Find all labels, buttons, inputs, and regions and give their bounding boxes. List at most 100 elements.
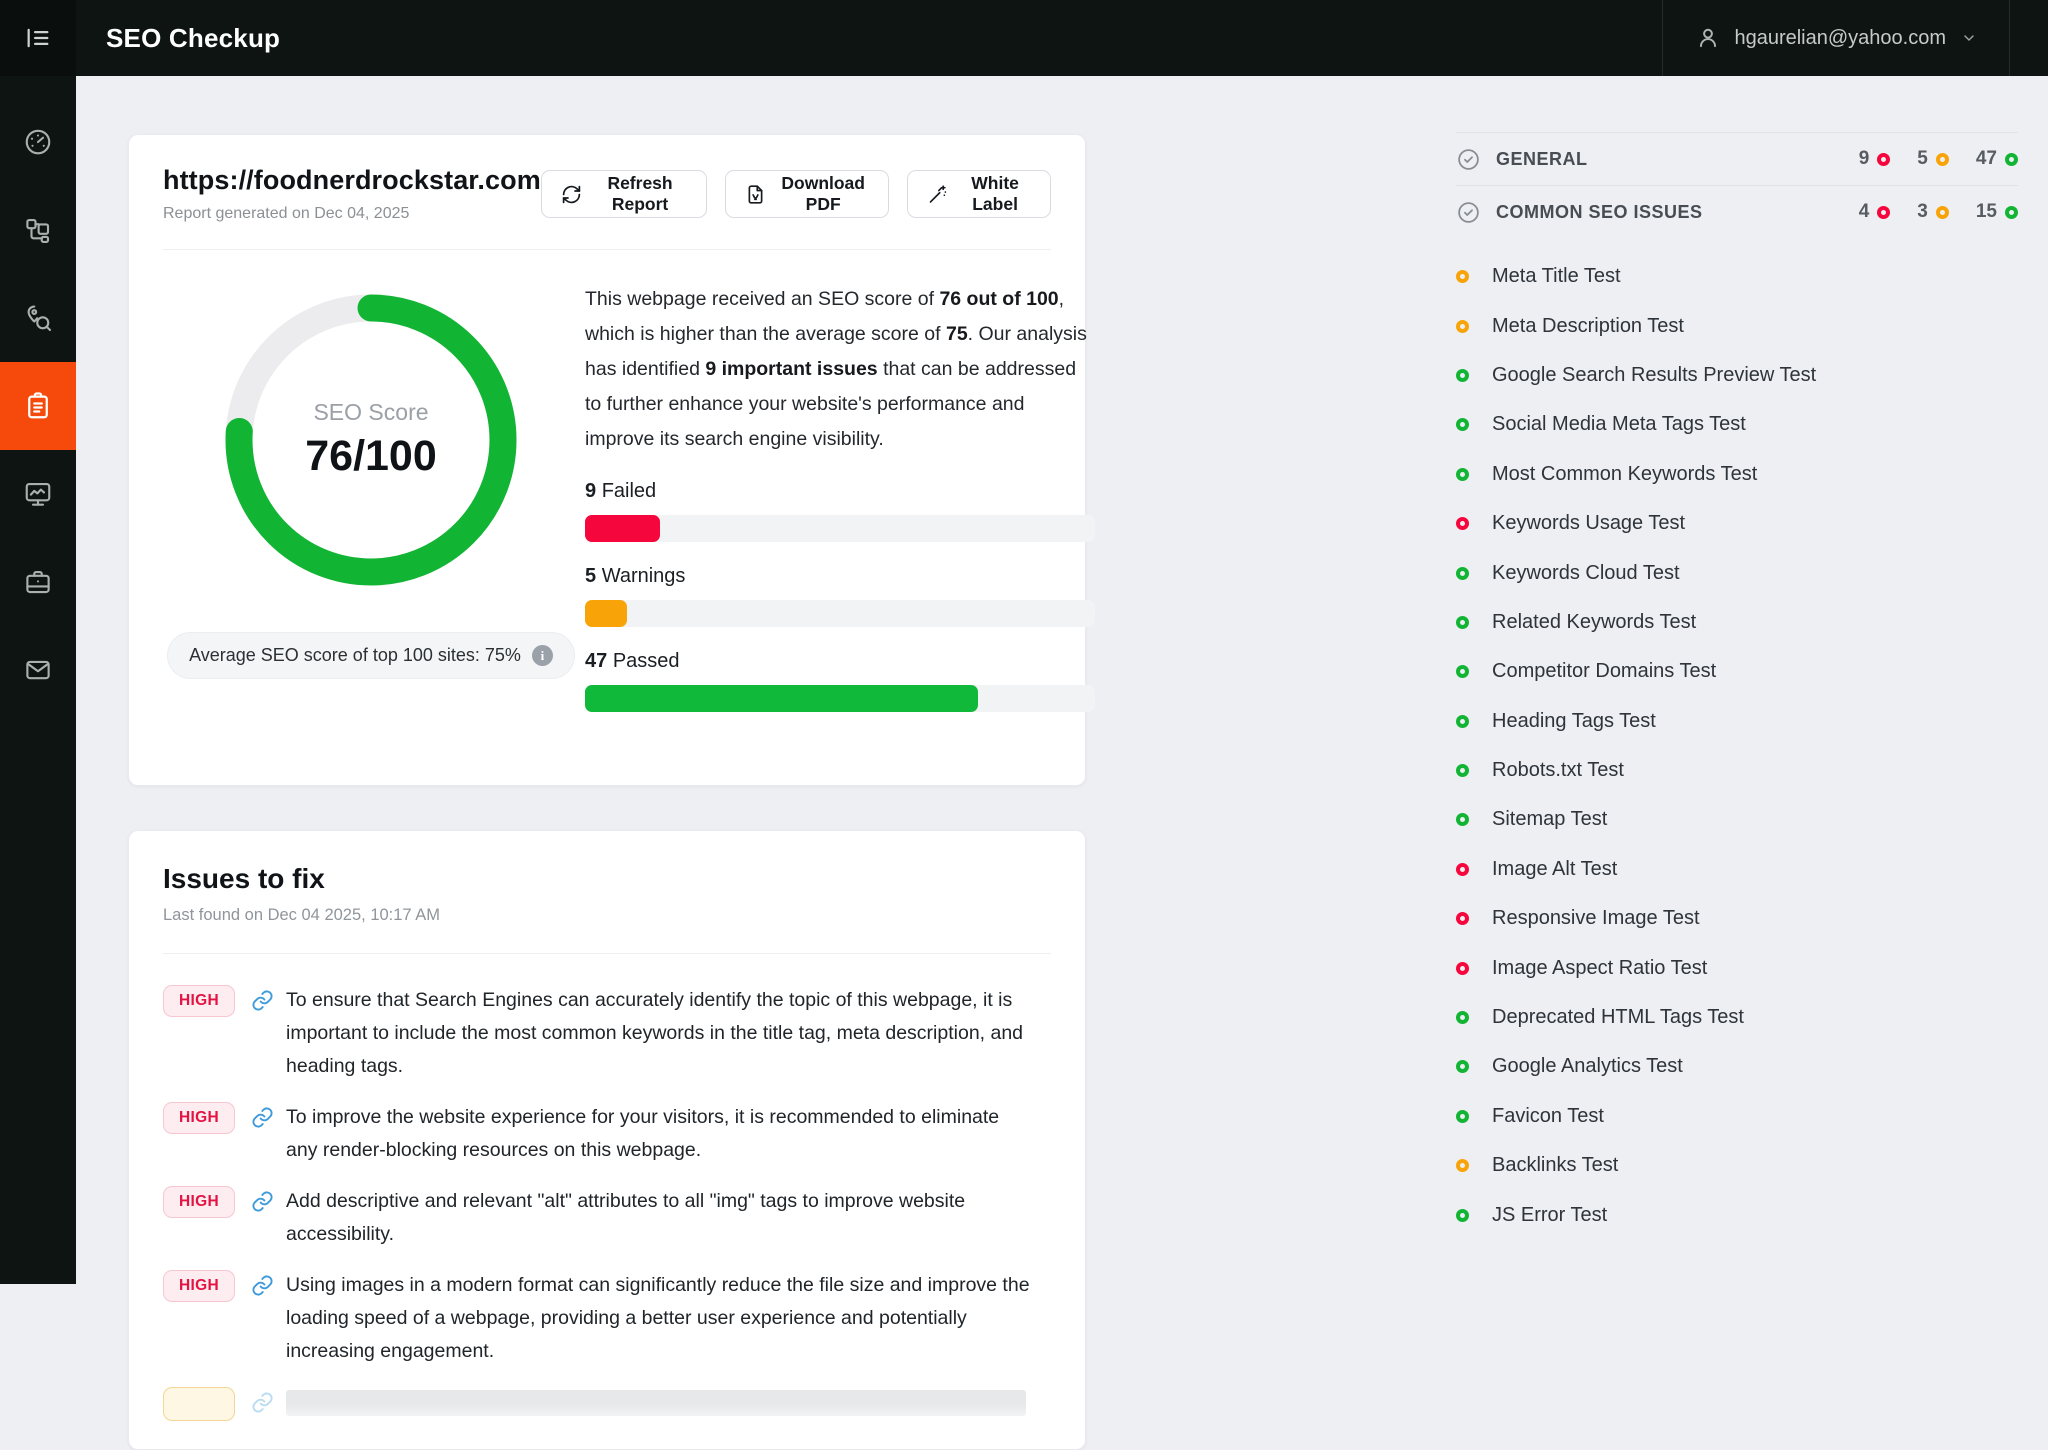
section-common-seo-issues[interactable]: COMMON SEO ISSUES 4 3 15 <box>1456 186 2018 238</box>
user-menu[interactable]: hgaurelian@yahoo.com <box>1662 0 2010 76</box>
issues-card: Issues to fix Last found on Dec 04 2025,… <box>128 830 1086 1450</box>
sites-blocks-icon <box>23 215 53 245</box>
test-item[interactable]: Sitemap Test <box>1456 795 2018 844</box>
link-icon <box>251 1391 274 1414</box>
status-ring-icon <box>1456 467 1469 481</box>
severity-badge: HIGH <box>163 1186 235 1218</box>
status-ring-icon <box>1456 714 1469 728</box>
score-card-header: https://foodnerdrockstar.com Report gene… <box>163 135 1051 250</box>
local-search-icon <box>23 303 53 333</box>
test-item[interactable]: Deprecated HTML Tags Test <box>1456 993 2018 1042</box>
issue-row-partial <box>163 1386 1051 1421</box>
report-clipboard-icon <box>23 391 53 421</box>
failed-count: 9 <box>1859 148 1891 170</box>
test-item[interactable]: Google Analytics Test <box>1456 1042 2018 1091</box>
seo-score-value: 76/100 <box>305 432 437 480</box>
status-ring-icon <box>1456 813 1469 827</box>
warning-ring-icon <box>1935 152 1949 166</box>
issues-card-header: Issues to fix Last found on Dec 04 2025,… <box>163 831 1051 954</box>
sidebar-item-mail[interactable] <box>0 626 76 714</box>
briefcase-icon <box>23 567 53 597</box>
issue-row: HIGH Add descriptive and relevant "alt" … <box>163 1185 1051 1251</box>
tests-list: Meta Title Test Meta Description Test Go… <box>1456 252 2018 1240</box>
refresh-report-button[interactable]: Refresh Report <box>540 170 708 218</box>
test-item[interactable]: Competitor Domains Test <box>1456 647 2018 696</box>
test-item[interactable]: Social Media Meta Tags Test <box>1456 400 2018 449</box>
failed-bar-track <box>585 515 1095 542</box>
test-item[interactable]: Image Alt Test <box>1456 845 2018 894</box>
sidebar-item-tools[interactable] <box>0 538 76 626</box>
failed-count: 4 <box>1859 201 1891 223</box>
stat-passed: 47 Passed <box>585 650 1097 712</box>
left-sidebar <box>0 76 76 1284</box>
test-item[interactable]: Meta Description Test <box>1456 301 2018 350</box>
sidebar-item-seo-report[interactable] <box>0 362 76 450</box>
status-ring-icon <box>1456 1159 1469 1173</box>
divider <box>1456 185 2018 186</box>
test-item[interactable]: Robots.txt Test <box>1456 746 2018 795</box>
link-icon[interactable] <box>251 1274 274 1297</box>
passed-ring-icon <box>2005 205 2018 219</box>
section-general[interactable]: GENERAL 9 5 47 <box>1456 133 2018 185</box>
failed-ring-icon <box>1877 205 1891 219</box>
failed-ring-icon <box>1877 152 1891 166</box>
test-item[interactable]: Keywords Usage Test <box>1456 499 2018 548</box>
gauge-icon <box>23 127 53 157</box>
report-generated-date: Report generated on Dec 04, 2025 <box>163 205 410 222</box>
status-ring-icon <box>1456 665 1469 679</box>
test-item[interactable]: Most Common Keywords Test <box>1456 450 2018 499</box>
passed-ring-icon <box>2005 152 2018 166</box>
status-ring-icon <box>1456 1060 1469 1074</box>
test-item[interactable]: Related Keywords Test <box>1456 598 2018 647</box>
test-item[interactable]: Image Aspect Ratio Test <box>1456 943 2018 992</box>
report-url: https://foodnerdrockstar.com <box>163 165 541 195</box>
passed-count: 47 <box>1976 148 2018 170</box>
issue-row: HIGH To improve the website experience f… <box>163 1101 1051 1167</box>
status-ring-icon <box>1456 418 1469 432</box>
sidebar-collapse-icon[interactable] <box>0 0 76 76</box>
test-item[interactable]: Keywords Cloud Test <box>1456 548 2018 597</box>
sidebar-item-dashboard[interactable] <box>0 98 76 186</box>
top-bar: SEO Checkup hgaurelian@yahoo.com <box>0 0 2048 76</box>
seo-score-gauge: SEO Score 76/100 <box>221 290 521 590</box>
info-icon[interactable]: i <box>531 645 553 666</box>
link-icon[interactable] <box>251 1106 274 1129</box>
warning-ring-icon <box>1935 205 1949 219</box>
issue-text: To ensure that Search Engines can accura… <box>286 989 1024 1077</box>
test-item[interactable]: JS Error Test <box>1456 1190 2018 1239</box>
test-item[interactable]: Responsive Image Test <box>1456 894 2018 943</box>
status-ring-icon <box>1456 566 1469 580</box>
status-ring-icon <box>1456 912 1469 926</box>
severity-badge: HIGH <box>163 1270 235 1302</box>
refresh-icon <box>561 184 582 205</box>
status-ring-icon <box>1456 368 1469 382</box>
issue-text: To improve the website experience for yo… <box>286 1106 1000 1161</box>
sidebar-item-local-seo[interactable] <box>0 274 76 362</box>
status-ring-icon <box>1456 1109 1469 1123</box>
warnings-bar-fill <box>585 600 627 627</box>
status-ring-icon <box>1456 862 1469 876</box>
seo-score-label: SEO Score <box>313 399 429 425</box>
section-label: COMMON SEO ISSUES <box>1496 201 1703 222</box>
download-pdf-button[interactable]: Download PDF <box>725 170 890 218</box>
issues-last-found: Last found on Dec 04 2025, 10:17 AM <box>163 906 441 924</box>
white-label-button[interactable]: White Label <box>907 170 1051 218</box>
test-item[interactable]: Favicon Test <box>1456 1092 2018 1141</box>
link-icon[interactable] <box>251 1190 274 1213</box>
severity-badge: HIGH <box>163 985 235 1017</box>
monitoring-icon <box>23 479 53 509</box>
status-ring-icon <box>1456 961 1469 975</box>
sidebar-item-sites[interactable] <box>0 186 76 274</box>
seo-score-gauge-arc <box>225 294 517 586</box>
stat-failed: 9 Failed <box>585 480 1097 542</box>
status-ring-icon <box>1456 319 1469 333</box>
passed-count: 15 <box>1976 201 2018 223</box>
sidebar-item-monitoring[interactable] <box>0 450 76 538</box>
test-item[interactable]: Heading Tags Test <box>1456 697 2018 746</box>
test-item[interactable]: Google Search Results Preview Test <box>1456 351 2018 400</box>
test-item[interactable]: Backlinks Test <box>1456 1141 2018 1190</box>
mail-icon <box>23 655 53 685</box>
link-icon[interactable] <box>251 989 274 1012</box>
test-item[interactable]: Meta Title Test <box>1456 252 2018 301</box>
severity-badge: HIGH <box>163 1102 235 1134</box>
